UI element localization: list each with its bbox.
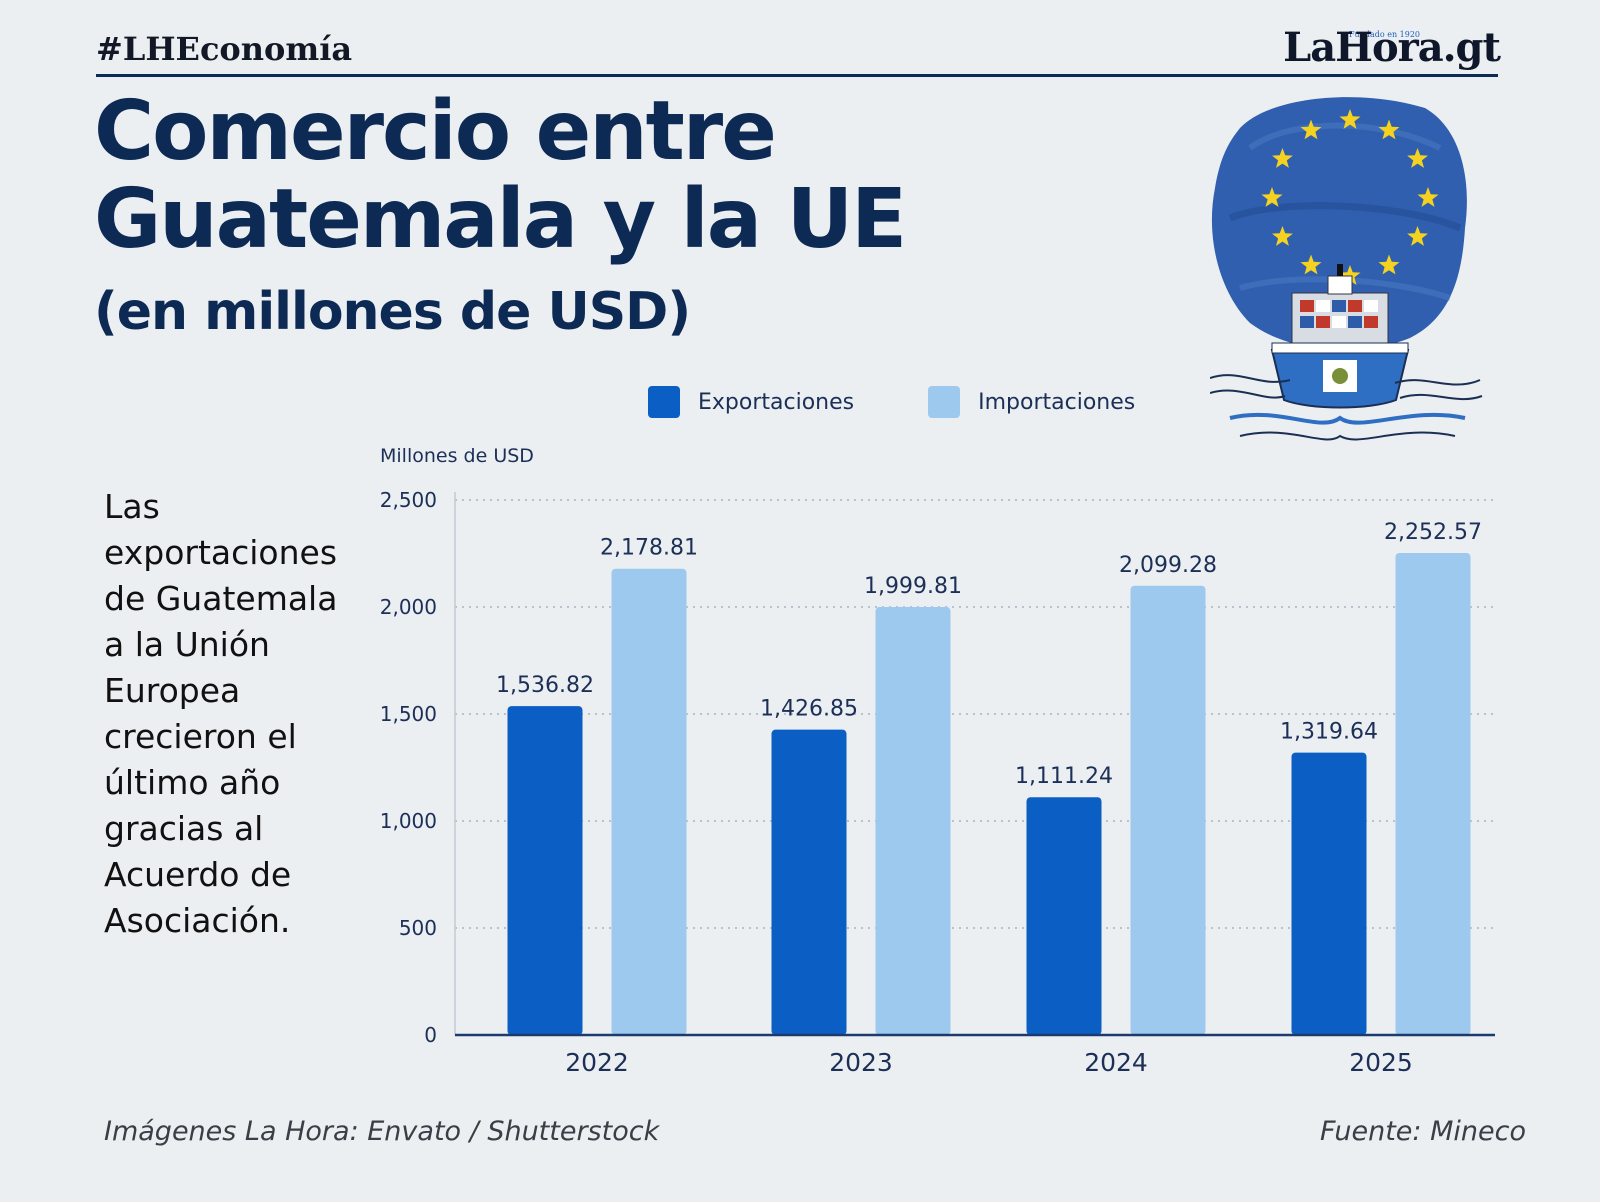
eu-star-icon <box>1300 119 1322 140</box>
cargo-ship-icon <box>1210 264 1483 441</box>
bar-exports-2022 <box>507 706 583 1035</box>
eu-star-icon <box>1272 148 1293 168</box>
bar-exports-2024 <box>1026 797 1102 1035</box>
chart-legend: Exportaciones Importaciones <box>648 386 1209 418</box>
bar-imports-2025 <box>1395 552 1471 1035</box>
legend-swatch-exports <box>648 386 680 418</box>
bar-exports-2023 <box>771 729 847 1035</box>
section-hashtag: #LHEconomía <box>96 30 353 68</box>
eu-star-icon <box>1339 109 1361 129</box>
legend-label-exports: Exportaciones <box>698 389 855 415</box>
data-label: 2,178.81 <box>600 536 698 561</box>
legend-label-imports: Importaciones <box>978 389 1136 415</box>
eu-star-icon <box>1378 254 1400 275</box>
data-label: 1,536.82 <box>496 673 594 698</box>
data-label: 1,319.64 <box>1280 720 1378 745</box>
y-tick-label: 500 <box>399 916 437 940</box>
eu-flag-icon <box>1211 97 1467 350</box>
eu-trade-illustration <box>1210 97 1483 441</box>
bar-imports-2023 <box>875 607 951 1035</box>
data-label: 2,252.57 <box>1384 520 1482 545</box>
x-tick-label: 2022 <box>565 1048 629 1077</box>
eu-star-icon <box>1378 119 1400 140</box>
publication-logo[interactable]: LaHora.gt <box>1283 24 1501 71</box>
bar-imports-2022 <box>611 568 687 1035</box>
eu-star-icon <box>1272 226 1293 246</box>
logo-founded-note: Fundado en 1920 <box>1348 30 1420 39</box>
x-tick-label: 2025 <box>1349 1048 1413 1077</box>
image-credits: Imágenes La Hora: Envato / Shutterstock <box>104 1116 660 1147</box>
bar-exports-2025 <box>1291 752 1367 1035</box>
header-divider <box>96 74 1498 77</box>
y-tick-label: 1,000 <box>380 809 437 833</box>
legend-swatch-imports <box>928 386 961 418</box>
eu-star-icon <box>1300 254 1322 275</box>
data-label: 1,999.81 <box>864 574 962 599</box>
bar-imports-2024 <box>1130 585 1206 1035</box>
legend-item-imports: Importaciones <box>928 386 1135 418</box>
eu-star-icon <box>1407 148 1428 168</box>
y-tick-label: 1,500 <box>380 702 437 726</box>
eu-star-icon <box>1339 265 1361 285</box>
y-axis-label: Millones de USD <box>380 445 534 467</box>
data-label: 1,426.85 <box>760 697 858 722</box>
data-source: Fuente: Mineco <box>1319 1116 1526 1147</box>
y-tick-label: 2,500 <box>380 488 437 512</box>
x-tick-label: 2023 <box>829 1048 893 1077</box>
x-tick-label: 2024 <box>1084 1048 1148 1077</box>
data-label: 1,111.24 <box>1015 764 1113 789</box>
y-tick-label: 0 <box>424 1023 437 1047</box>
page-subtitle: (en millones de USD) <box>94 282 691 342</box>
legend-item-exports: Exportaciones <box>648 386 854 418</box>
eu-star-icon <box>1407 226 1428 246</box>
y-tick-label: 2,000 <box>380 595 437 619</box>
summary-text: Las exportaciones de Guatemala a la Unió… <box>104 487 338 940</box>
page-title: Comercio entre Guatemala y la UE <box>94 84 907 267</box>
data-label: 2,099.28 <box>1119 553 1217 578</box>
eu-star-icon <box>1261 187 1283 207</box>
eu-star-icon <box>1417 187 1439 207</box>
